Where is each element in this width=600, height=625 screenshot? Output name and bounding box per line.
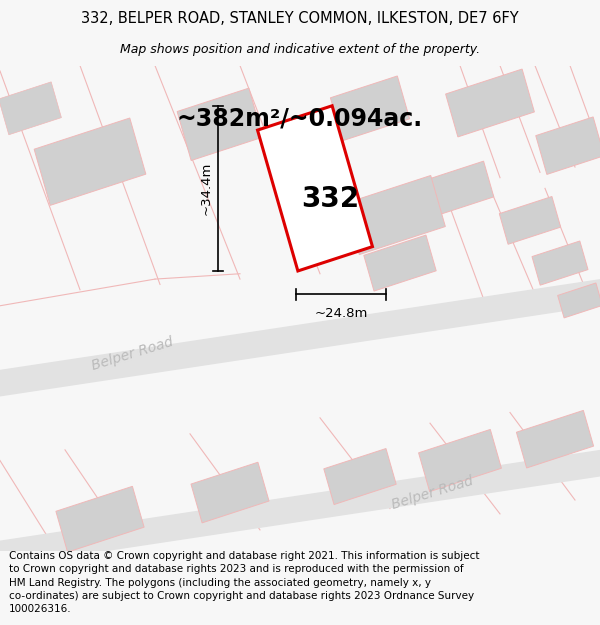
Polygon shape bbox=[331, 76, 410, 141]
Polygon shape bbox=[0, 279, 600, 396]
Polygon shape bbox=[557, 283, 600, 318]
Polygon shape bbox=[446, 69, 535, 137]
Polygon shape bbox=[517, 411, 593, 468]
Text: Contains OS data © Crown copyright and database right 2021. This information is : Contains OS data © Crown copyright and d… bbox=[9, 551, 479, 614]
Polygon shape bbox=[0, 450, 600, 568]
Polygon shape bbox=[532, 241, 588, 285]
Polygon shape bbox=[324, 449, 396, 504]
Text: Belper Road: Belper Road bbox=[390, 474, 475, 512]
Polygon shape bbox=[536, 117, 600, 174]
Polygon shape bbox=[0, 82, 61, 135]
Polygon shape bbox=[191, 462, 269, 523]
Polygon shape bbox=[344, 176, 445, 254]
Text: ~382m²/~0.094ac.: ~382m²/~0.094ac. bbox=[177, 107, 423, 131]
Polygon shape bbox=[34, 118, 146, 206]
Text: Map shows position and indicative extent of the property.: Map shows position and indicative extent… bbox=[120, 42, 480, 56]
Text: ~34.4m: ~34.4m bbox=[199, 162, 212, 215]
Polygon shape bbox=[257, 106, 373, 271]
Polygon shape bbox=[56, 486, 144, 552]
Text: Belper Road: Belper Road bbox=[90, 335, 175, 373]
Text: 332, BELPER ROAD, STANLEY COMMON, ILKESTON, DE7 6FY: 332, BELPER ROAD, STANLEY COMMON, ILKEST… bbox=[81, 11, 519, 26]
Polygon shape bbox=[364, 235, 436, 291]
Polygon shape bbox=[419, 429, 502, 492]
Polygon shape bbox=[177, 88, 263, 161]
Polygon shape bbox=[426, 161, 494, 216]
Text: 332: 332 bbox=[301, 185, 359, 213]
Polygon shape bbox=[499, 196, 560, 244]
Text: ~24.8m: ~24.8m bbox=[314, 308, 368, 320]
